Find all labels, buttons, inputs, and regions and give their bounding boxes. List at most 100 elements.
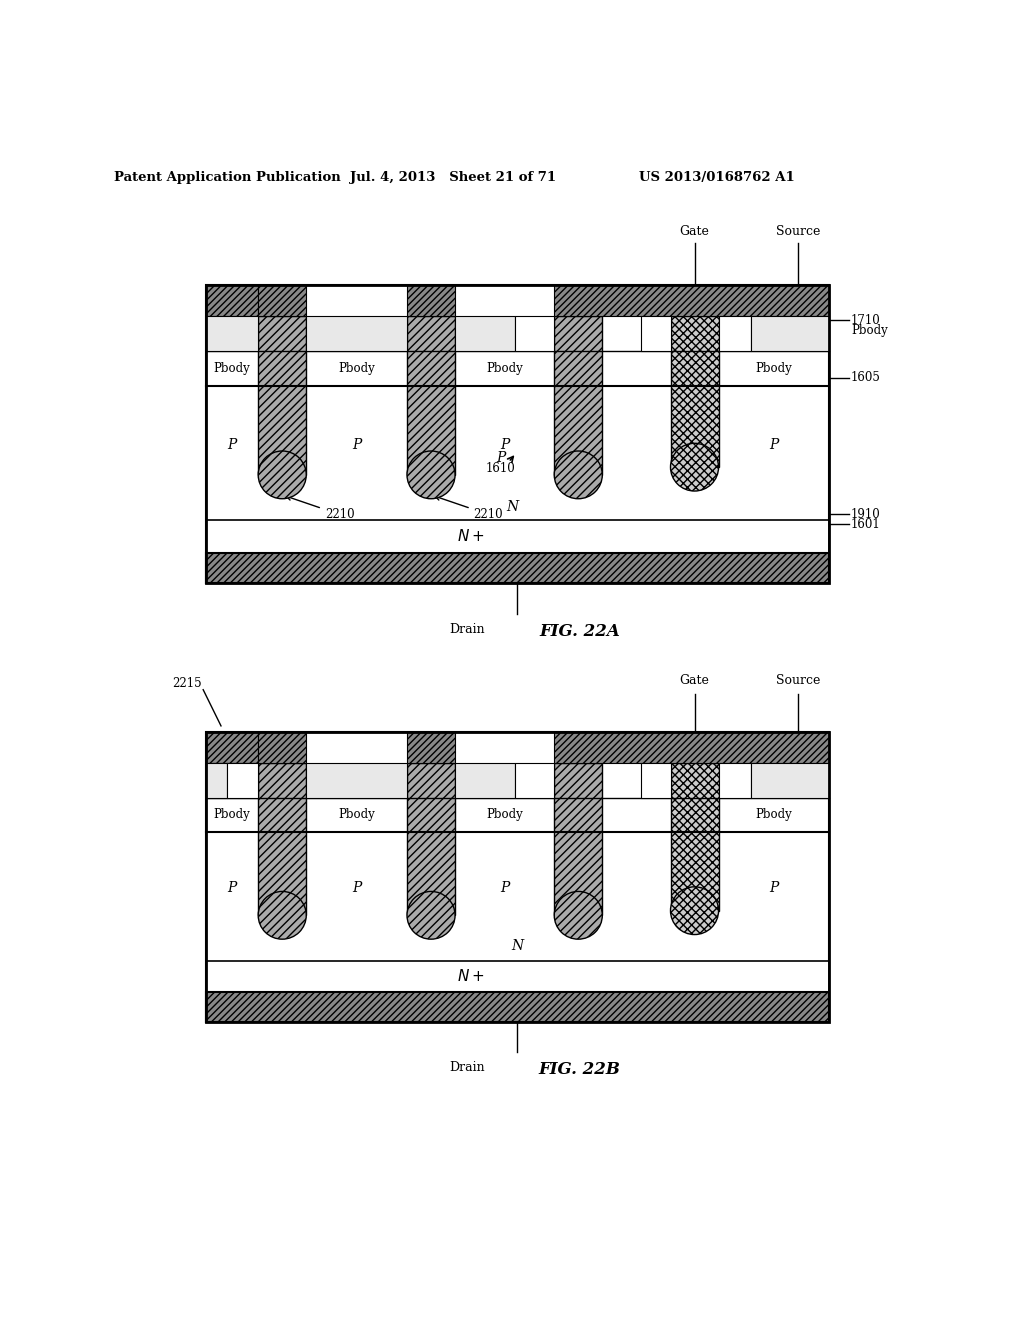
Ellipse shape xyxy=(671,887,719,935)
Text: n+: n+ xyxy=(234,775,251,785)
Bar xyxy=(719,317,751,351)
Bar xyxy=(258,285,306,317)
Text: p+: p+ xyxy=(475,774,495,787)
Bar xyxy=(554,285,829,317)
Text: p+: p+ xyxy=(475,327,495,341)
Bar xyxy=(306,317,407,351)
Text: 1601: 1601 xyxy=(851,517,881,531)
Bar xyxy=(554,763,602,915)
Text: Pbody: Pbody xyxy=(213,808,250,821)
Text: P: P xyxy=(769,438,778,453)
Text: N: N xyxy=(511,939,523,953)
Text: Drain: Drain xyxy=(450,623,485,636)
Text: 2210: 2210 xyxy=(435,495,503,521)
Ellipse shape xyxy=(258,451,306,499)
Text: N: N xyxy=(506,500,518,515)
Bar xyxy=(206,763,227,797)
Text: P: P xyxy=(500,880,509,895)
Text: n+: n+ xyxy=(524,327,545,341)
Bar xyxy=(751,763,829,797)
Text: Pbody: Pbody xyxy=(486,362,523,375)
Ellipse shape xyxy=(258,891,306,940)
Text: n+: n+ xyxy=(726,774,744,787)
Bar xyxy=(719,763,751,797)
Text: p+: p+ xyxy=(780,774,801,787)
Ellipse shape xyxy=(554,451,602,499)
Text: Source: Source xyxy=(776,675,820,688)
Bar xyxy=(671,763,719,911)
Bar xyxy=(455,763,515,797)
Bar xyxy=(206,520,829,553)
Text: Pbody: Pbody xyxy=(338,362,375,375)
Text: Source: Source xyxy=(776,224,820,238)
Bar xyxy=(258,733,306,763)
Text: FIG. 22A: FIG. 22A xyxy=(539,623,620,640)
Text: Patent Application Publication: Patent Application Publication xyxy=(114,172,341,185)
Text: p+: p+ xyxy=(222,774,242,787)
Text: Pbody: Pbody xyxy=(756,362,793,375)
Bar xyxy=(407,317,455,475)
Text: 1910: 1910 xyxy=(851,508,881,520)
Text: n+: n+ xyxy=(524,774,545,787)
Bar xyxy=(671,317,719,467)
Text: $N+$: $N+$ xyxy=(457,968,484,985)
Text: 2210: 2210 xyxy=(287,495,354,521)
Bar xyxy=(206,961,829,991)
Bar xyxy=(641,317,671,351)
Text: Gate: Gate xyxy=(680,675,710,688)
Bar xyxy=(206,285,829,583)
Bar xyxy=(227,763,258,797)
Text: P: P xyxy=(500,438,509,453)
Text: US 2013/0168762 A1: US 2013/0168762 A1 xyxy=(639,172,795,185)
Text: P: P xyxy=(352,438,361,453)
Bar xyxy=(206,553,829,583)
Bar xyxy=(206,285,829,583)
Ellipse shape xyxy=(671,444,719,491)
Text: n+: n+ xyxy=(726,327,744,341)
Bar xyxy=(206,991,829,1022)
Text: 1605: 1605 xyxy=(851,371,881,384)
Bar xyxy=(206,733,258,763)
Bar xyxy=(206,763,258,797)
Text: P: P xyxy=(769,880,778,895)
Bar xyxy=(407,285,455,317)
Bar xyxy=(554,317,602,475)
Bar xyxy=(641,763,671,797)
Text: P: P xyxy=(227,880,237,895)
Bar xyxy=(206,733,829,1022)
Text: Pbody: Pbody xyxy=(851,323,888,337)
Bar xyxy=(515,317,554,351)
Text: 1710: 1710 xyxy=(851,314,881,326)
Text: p+: p+ xyxy=(780,327,801,341)
Bar xyxy=(206,317,258,351)
Bar xyxy=(751,317,829,351)
Bar xyxy=(206,733,829,1022)
Text: FIG. 22B: FIG. 22B xyxy=(539,1061,621,1078)
Ellipse shape xyxy=(554,891,602,940)
Text: p+: p+ xyxy=(346,327,367,341)
Text: Gate: Gate xyxy=(680,224,710,238)
Text: Drain: Drain xyxy=(450,1061,485,1074)
Bar xyxy=(258,317,306,475)
Bar xyxy=(455,317,515,351)
Text: n+: n+ xyxy=(646,327,665,341)
Bar xyxy=(206,733,258,763)
Text: $N+$: $N+$ xyxy=(457,528,484,544)
Text: 2215: 2215 xyxy=(172,677,202,690)
Bar xyxy=(407,733,455,763)
Bar xyxy=(554,733,829,763)
Text: P: P xyxy=(227,438,237,453)
Ellipse shape xyxy=(407,451,455,499)
Text: p+: p+ xyxy=(222,327,242,341)
Bar xyxy=(258,763,306,915)
Text: Pbody: Pbody xyxy=(486,808,523,821)
Ellipse shape xyxy=(407,891,455,940)
Text: Pbody: Pbody xyxy=(213,362,250,375)
Text: Pbody: Pbody xyxy=(756,808,793,821)
Text: 1610: 1610 xyxy=(486,462,516,475)
Text: P: P xyxy=(352,880,361,895)
Bar xyxy=(407,763,455,915)
Text: P: P xyxy=(496,450,506,465)
Text: n+: n+ xyxy=(646,774,665,787)
Bar xyxy=(306,763,407,797)
